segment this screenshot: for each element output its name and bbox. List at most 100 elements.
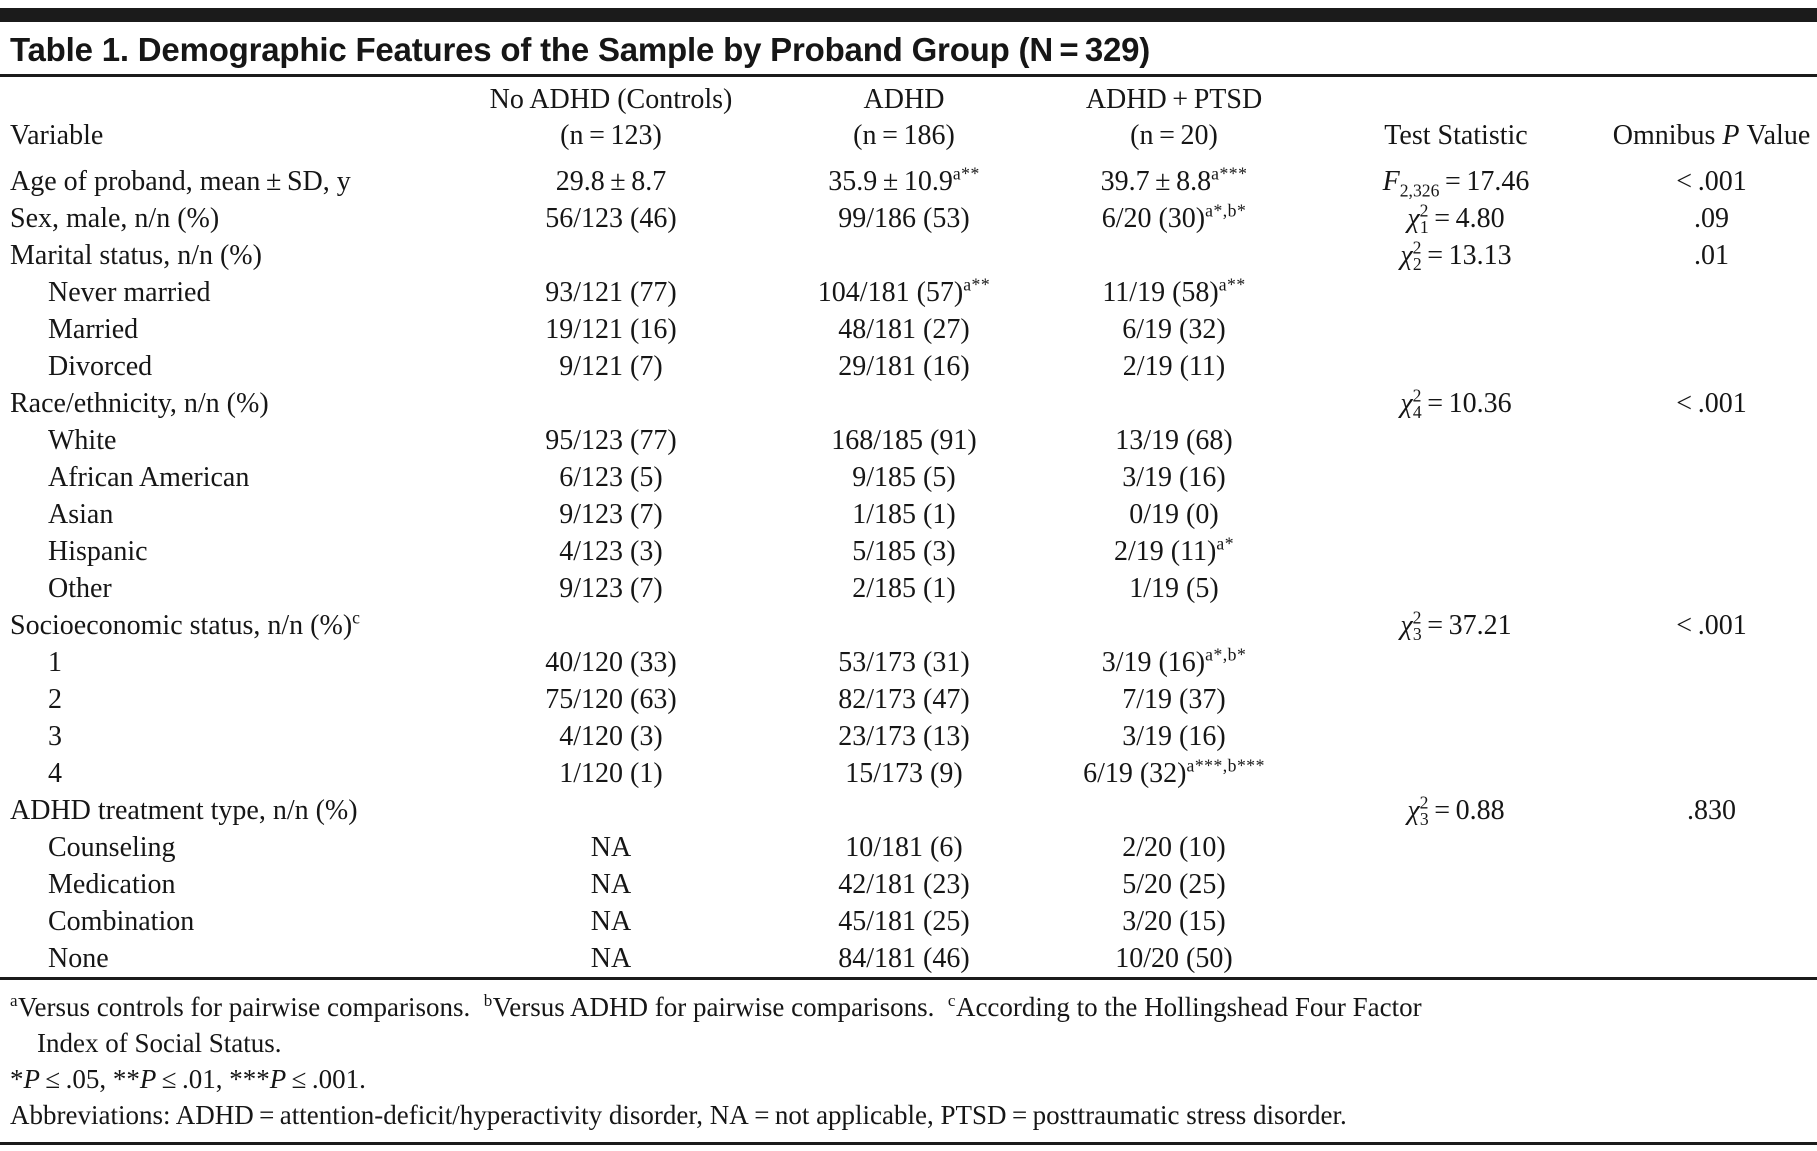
value-superscript: a***,b***: [1186, 755, 1265, 776]
row-label-cell: Age of proband, mean ± SD, y: [0, 163, 456, 200]
pvalue-cell: [1606, 903, 1817, 940]
row-label: Other: [48, 572, 112, 604]
stat-cell: [1306, 866, 1606, 903]
row-label: Married: [48, 313, 139, 345]
stat-value: = 10.36: [1421, 387, 1512, 419]
value-cell: [1042, 385, 1306, 422]
row-label: Race/ethnicity, n/n (%): [10, 387, 269, 419]
table-row: 4 1/120 (1) 15/173 (9) 6/19 (32)a***,b***: [0, 755, 1817, 792]
value-cell: 35.9 ± 10.9a**: [766, 163, 1042, 200]
value-cell: 168/185 (91): [766, 422, 1042, 459]
stat-cell: [1306, 311, 1606, 348]
stat-cell: [1306, 903, 1606, 940]
row-label-cell: Other: [0, 570, 456, 607]
row-label-cell: Marital status, n/n (%): [0, 237, 456, 274]
value-cell: 84/181 (46): [766, 940, 1042, 977]
pvalue-text: .01: [1694, 239, 1729, 271]
value-cell: 2/19 (11): [1042, 348, 1306, 385]
footnote-text: Versus ADHD for pairwise comparisons.: [492, 992, 948, 1022]
value-cell: 1/185 (1): [766, 496, 1042, 533]
footnote-text: ≤ .05, **: [40, 1064, 140, 1094]
value-cell: [1042, 792, 1306, 829]
stat-exponent: 2: [1419, 200, 1429, 221]
value-text: 2/19 (11): [1113, 535, 1217, 567]
pvalue-cell: < .001: [1606, 607, 1817, 644]
footnote-italic: P: [269, 1064, 287, 1094]
table-figure: Table 1. Demographic Features of the Sam…: [0, 8, 1817, 1145]
value-text: 23/173 (13): [838, 720, 970, 752]
row-label-cell: 3: [0, 718, 456, 755]
demographics-table: Variable No ADHD (Controls) (n = 123) AD…: [0, 77, 1817, 977]
value-text: 6/19 (32): [1122, 313, 1226, 345]
stat-cell: [1306, 829, 1606, 866]
row-label: Divorced: [48, 350, 153, 382]
stat-exponent: 2: [1412, 607, 1422, 628]
row-label: White: [48, 424, 117, 456]
value-text: 13/19 (68): [1115, 424, 1233, 456]
row-label-cell: Sex, male, n/n (%): [0, 200, 456, 237]
row-label-cell: Medication: [0, 866, 456, 903]
stat-cell: [1306, 533, 1606, 570]
value-text: 40/120 (33): [545, 646, 677, 678]
row-label: Combination: [48, 905, 195, 937]
value-text: 5/185 (3): [852, 535, 956, 567]
row-label-cell: Hispanic: [0, 533, 456, 570]
table-row: Other 9/123 (7) 2/185 (1) 1/19 (5): [0, 570, 1817, 607]
bottom-rule: [0, 1142, 1817, 1145]
value-text: 39.7 ± 8.8: [1100, 165, 1212, 197]
row-label: Counseling: [48, 831, 176, 863]
stat-cell: [1306, 570, 1606, 607]
value-cell: 9/185 (5): [766, 459, 1042, 496]
stat-df: 3: [1412, 624, 1422, 645]
stat-cell: F2,326 = 17.46: [1306, 163, 1606, 200]
value-cell: 93/121 (77): [456, 274, 766, 311]
value-text: 53/173 (31): [838, 646, 970, 678]
pvalue-text: < .001: [1676, 609, 1747, 641]
value-text: 6/123 (5): [559, 461, 663, 493]
column-header-omnibus-p: Omnibus P Value: [1606, 77, 1817, 163]
footnote-text: ≤ .001.: [286, 1064, 366, 1094]
row-label-cell: White: [0, 422, 456, 459]
table-row: Medication NA 42/181 (23) 5/20 (25): [0, 866, 1817, 903]
stat-cell: [1306, 348, 1606, 385]
value-cell: 2/20 (10): [1042, 829, 1306, 866]
column-header-adhd-ptsd: ADHD + PTSD (n = 20): [1042, 77, 1306, 163]
value-cell: 2/19 (11)a*: [1042, 533, 1306, 570]
footnote-line: aVersus controls for pairwise comparison…: [10, 989, 1807, 1061]
value-text: 29/181 (16): [838, 350, 970, 382]
row-label-superscript: c: [352, 607, 361, 628]
value-superscript: a**: [1218, 274, 1246, 295]
value-cell: 45/181 (25): [766, 903, 1042, 940]
value-cell: 2/185 (1): [766, 570, 1042, 607]
footnotes: aVersus controls for pairwise comparison…: [0, 989, 1817, 1133]
pvalue-cell: .01: [1606, 237, 1817, 274]
footnote-text: ≤ .01, ***: [156, 1064, 270, 1094]
value-superscript: a**: [952, 163, 980, 184]
value-text: 82/173 (47): [838, 683, 970, 715]
table-row: Counseling NA 10/181 (6) 2/20 (10): [0, 829, 1817, 866]
value-cell: 4/123 (3): [456, 533, 766, 570]
footnote-italic: P: [139, 1064, 157, 1094]
value-cell: NA: [456, 866, 766, 903]
value-cell: [456, 607, 766, 644]
value-text: 75/120 (63): [545, 683, 677, 715]
table-row: Married 19/121 (16) 48/181 (27) 6/19 (32): [0, 311, 1817, 348]
table-row: ADHD treatment type, n/n (%) χ23 = 0.88 .8…: [0, 792, 1817, 829]
value-cell: 10/20 (50): [1042, 940, 1306, 977]
pvalue-cell: .09: [1606, 200, 1817, 237]
value-text: 9/123 (7): [559, 498, 663, 530]
row-label: Socioeconomic status, n/n (%): [10, 609, 353, 641]
value-cell: 104/181 (57)a**: [766, 274, 1042, 311]
table-row: Divorced 9/121 (7) 29/181 (16) 2/19 (11): [0, 348, 1817, 385]
stat-symbol: χ: [1400, 609, 1413, 641]
value-cell: 15/173 (9): [766, 755, 1042, 792]
value-cell: [456, 385, 766, 422]
pvalue-cell: [1606, 459, 1817, 496]
column-header-controls-line1: No ADHD (Controls): [489, 84, 733, 115]
table-row: 3 4/120 (3) 23/173 (13) 3/19 (16): [0, 718, 1817, 755]
stat-cell: χ23 = 37.21: [1306, 607, 1606, 644]
value-cell: 53/173 (31): [766, 644, 1042, 681]
pvalue-cell: [1606, 274, 1817, 311]
pvalue-cell: [1606, 681, 1817, 718]
value-cell: 0/19 (0): [1042, 496, 1306, 533]
